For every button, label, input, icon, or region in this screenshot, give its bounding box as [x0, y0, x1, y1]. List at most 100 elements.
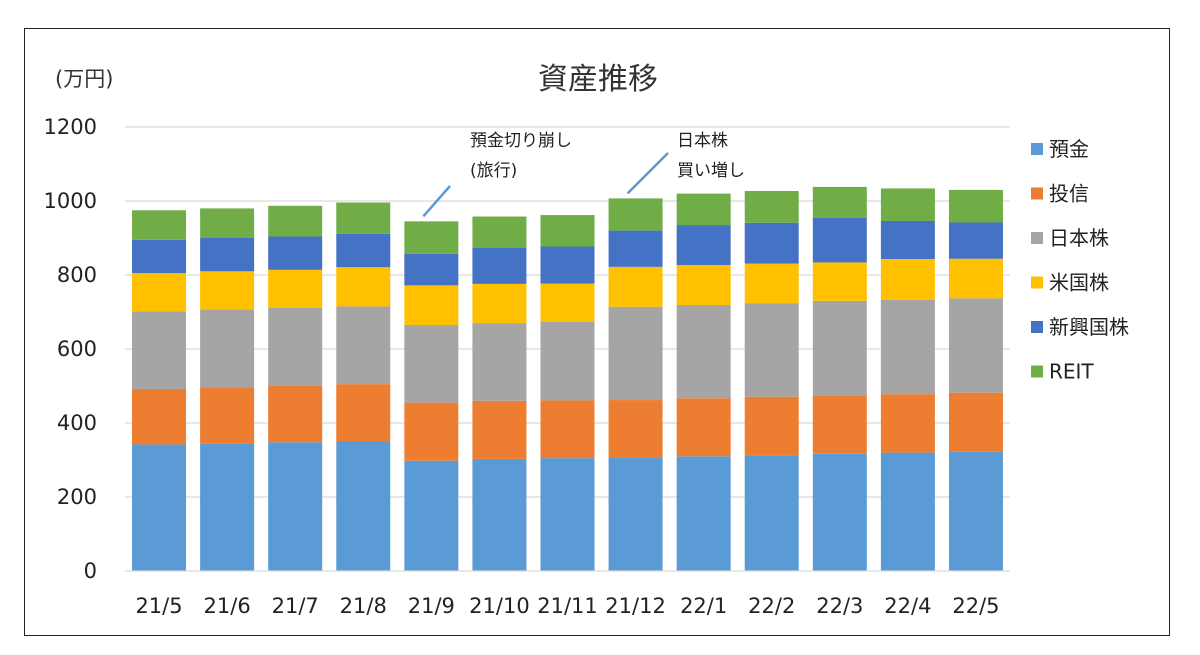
bar-segment-3: [744, 263, 799, 304]
legend-swatch: [1031, 276, 1043, 289]
annotation-leader-line: [422, 185, 451, 218]
bar-segment-3: [608, 266, 663, 307]
bar-segment-5: [336, 202, 391, 234]
bar-segment-1: [336, 384, 391, 442]
bar-segment-0: [336, 441, 391, 571]
bar-segment-5: [676, 193, 731, 226]
x-tick-label: 21/8: [340, 594, 387, 618]
bar-segment-0: [676, 456, 731, 571]
chart-frame: 0 200 400 600 800 1000 1200 21/5 21/6 21/7 21/8 21/…: [24, 28, 1170, 636]
bar-segment-1: [268, 385, 323, 443]
bar-segment-1: [948, 392, 1003, 452]
bar-segment-3: [880, 259, 935, 300]
bar-segment-3: [540, 283, 595, 322]
annotation-text: 預金切り崩し: [470, 131, 572, 151]
bar-segment-5: [404, 221, 459, 254]
bar-segment-0: [948, 451, 1003, 571]
bar-segment-2: [336, 306, 391, 385]
bar-segment-2: [948, 298, 1003, 393]
bar-segment-2: [200, 309, 255, 388]
bar-segment-1: [676, 398, 731, 457]
y-tick-label: 200: [57, 485, 97, 509]
bar-segment-3: [404, 285, 459, 325]
bar-segment-0: [744, 455, 799, 571]
asset-chart: 0 200 400 600 800 1000 1200 21/5 21/6 21/7 21/8 21/…: [44, 62, 1129, 618]
legend-label: 預金: [1049, 137, 1089, 161]
annotation-text: 買い増し: [677, 161, 745, 181]
bar-segment-0: [132, 444, 187, 571]
bar-segment-5: [812, 186, 867, 219]
bar-segment-0: [880, 452, 935, 571]
bar-segment-4: [540, 246, 595, 284]
legend-swatch: [1031, 321, 1043, 333]
bar-segment-4: [676, 225, 731, 266]
x-tick-label: 21/6: [204, 594, 251, 618]
bar-segment-1: [404, 402, 459, 461]
bars: [132, 186, 1003, 571]
bar-segment-0: [608, 457, 663, 571]
x-tick-label: 21/7: [272, 594, 319, 618]
legend-label: 投信: [1049, 182, 1089, 206]
bar-segment-5: [880, 188, 935, 221]
bar-segment-2: [676, 304, 731, 399]
legend-swatch: [1031, 143, 1043, 155]
bar-segment-1: [812, 395, 867, 454]
bar-segment-2: [404, 324, 459, 403]
bar-segment-1: [200, 387, 255, 444]
legend-label: REIT: [1049, 360, 1094, 384]
legend-label: 日本株: [1049, 226, 1109, 250]
bar-segment-0: [540, 458, 595, 571]
bar-segment-5: [268, 205, 323, 237]
bar-segment-4: [880, 220, 935, 260]
x-tick-label: 22/4: [884, 594, 931, 618]
bar-segment-2: [608, 306, 663, 401]
bar-segment-5: [948, 189, 1003, 223]
bar-segment-2: [540, 321, 595, 401]
bar-segment-3: [200, 271, 255, 310]
bar-segment-0: [200, 443, 255, 571]
bar-segment-1: [132, 388, 187, 445]
y-tick-label: 600: [57, 337, 97, 361]
chart-title: 資産推移: [538, 62, 658, 97]
bar-segment-2: [132, 311, 187, 389]
bar-segment-3: [336, 267, 391, 307]
bar-segment-4: [744, 222, 799, 264]
annotation-text: (旅行): [470, 161, 517, 181]
bar-segment-4: [472, 247, 527, 284]
bar-segment-5: [132, 210, 187, 240]
y-tick-label: 1000: [44, 189, 97, 213]
bar-segment-0: [472, 458, 527, 571]
bar-segment-5: [608, 198, 663, 231]
legend-swatch: [1031, 187, 1043, 200]
legend-label: 米国株: [1049, 271, 1109, 295]
x-tick-label: 21/9: [408, 594, 455, 618]
bar-segment-2: [880, 299, 935, 395]
bar-segment-0: [268, 442, 323, 571]
bar-segment-0: [812, 453, 867, 571]
annotation-leader-line: [626, 152, 669, 195]
bar-segment-3: [472, 283, 527, 324]
legend-label: 新興国株: [1049, 315, 1129, 339]
bar-segment-5: [472, 216, 527, 248]
y-tick-label: 1200: [44, 115, 97, 139]
bar-segment-0: [404, 460, 459, 571]
bar-segment-4: [608, 230, 663, 267]
bar-segment-3: [676, 265, 731, 305]
bar-segment-5: [540, 215, 595, 247]
bar-segment-1: [880, 394, 935, 453]
bar-segment-4: [268, 236, 323, 270]
y-tick-label: 800: [57, 263, 97, 287]
bar-segment-3: [948, 258, 1003, 299]
bar-segment-3: [132, 273, 187, 312]
x-tick-label: 22/5: [952, 594, 999, 618]
bar-segment-2: [744, 303, 799, 397]
y-tick-label: 400: [57, 411, 97, 435]
y-tick-label: 0: [84, 559, 97, 583]
x-tick-label: 21/5: [135, 594, 182, 618]
bar-segment-3: [268, 269, 323, 308]
bar-segment-5: [744, 191, 799, 223]
x-tick-label: 22/3: [816, 594, 863, 618]
x-tick-label: 21/11: [537, 594, 598, 618]
